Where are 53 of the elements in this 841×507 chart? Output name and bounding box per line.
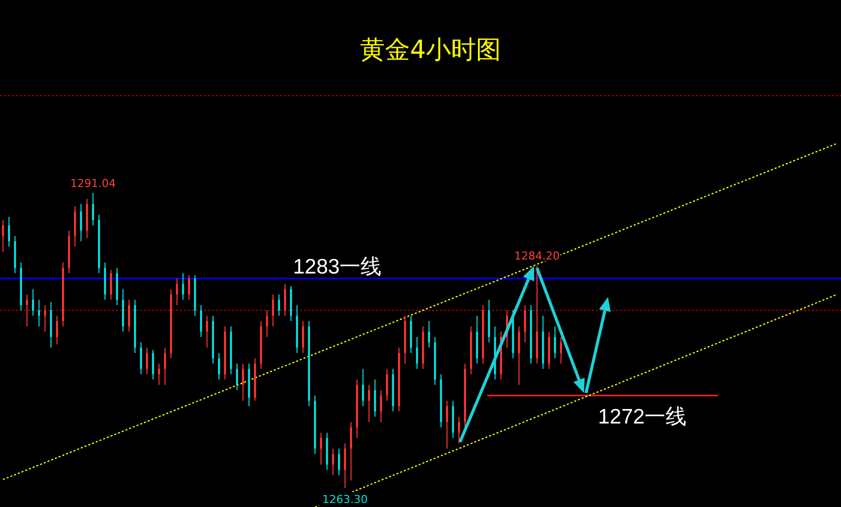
ref-line-label: 1283一线 bbox=[293, 256, 382, 278]
candlestick bbox=[164, 347, 166, 386]
candlestick bbox=[458, 416, 460, 444]
candlestick bbox=[200, 304, 202, 338]
candlestick bbox=[344, 442, 346, 488]
candlestick bbox=[206, 315, 208, 348]
candlestick bbox=[446, 400, 448, 450]
candlestick bbox=[518, 326, 520, 386]
ref-line-label: 1272一线 bbox=[598, 405, 687, 428]
candlestick bbox=[38, 299, 40, 327]
candlestick bbox=[320, 432, 322, 466]
candlestick bbox=[386, 368, 388, 402]
candlestick bbox=[26, 294, 28, 327]
candlestick bbox=[374, 379, 376, 418]
candlestick bbox=[182, 272, 184, 300]
candlestick bbox=[44, 304, 46, 332]
candlestick bbox=[350, 422, 352, 482]
candlestick bbox=[332, 448, 334, 476]
candlestick bbox=[140, 342, 142, 375]
candlestick bbox=[416, 336, 418, 370]
candlestick bbox=[236, 363, 238, 391]
candlestick bbox=[362, 368, 364, 407]
candlestick bbox=[554, 326, 556, 359]
candlestick bbox=[110, 269, 112, 300]
candlestick bbox=[158, 363, 160, 386]
candlestick bbox=[176, 278, 178, 306]
chart-title: 黄金4小时图 bbox=[360, 35, 501, 64]
annotation: 1263.30 bbox=[322, 493, 368, 506]
candlestick bbox=[278, 294, 280, 316]
candlestick bbox=[368, 384, 370, 423]
candlestick bbox=[32, 288, 34, 316]
candlestick bbox=[218, 352, 220, 380]
candlestick bbox=[524, 304, 526, 343]
candlestick bbox=[284, 283, 286, 316]
candlestick bbox=[560, 336, 562, 364]
candlestick bbox=[338, 448, 340, 476]
candlestick bbox=[2, 220, 4, 252]
candlestick bbox=[272, 294, 274, 327]
annotation: 1291.04 bbox=[70, 177, 116, 190]
candlestick bbox=[92, 192, 94, 226]
candlestick bbox=[80, 204, 82, 242]
candlestick bbox=[152, 349, 154, 380]
candlestick bbox=[380, 390, 382, 423]
candlestick bbox=[128, 299, 130, 332]
candlestick bbox=[428, 320, 430, 348]
candlestick bbox=[56, 315, 58, 345]
candlestick bbox=[302, 320, 304, 354]
candlestick bbox=[188, 274, 190, 300]
candlestick bbox=[8, 216, 10, 248]
candlestick bbox=[242, 363, 244, 402]
annotation: 1284.20 bbox=[514, 250, 560, 263]
candlestick bbox=[146, 347, 148, 375]
candlestick bbox=[266, 310, 268, 338]
